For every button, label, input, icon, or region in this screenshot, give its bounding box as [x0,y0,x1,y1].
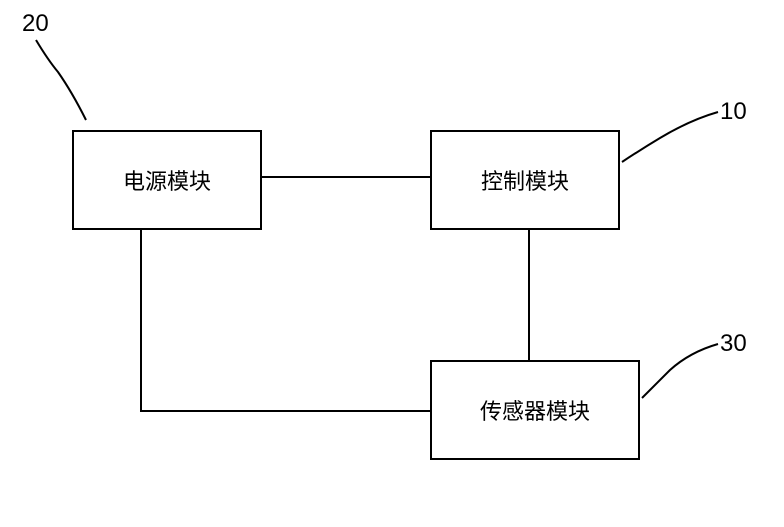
leader-30 [0,0,784,527]
leader-30-path [642,344,718,398]
